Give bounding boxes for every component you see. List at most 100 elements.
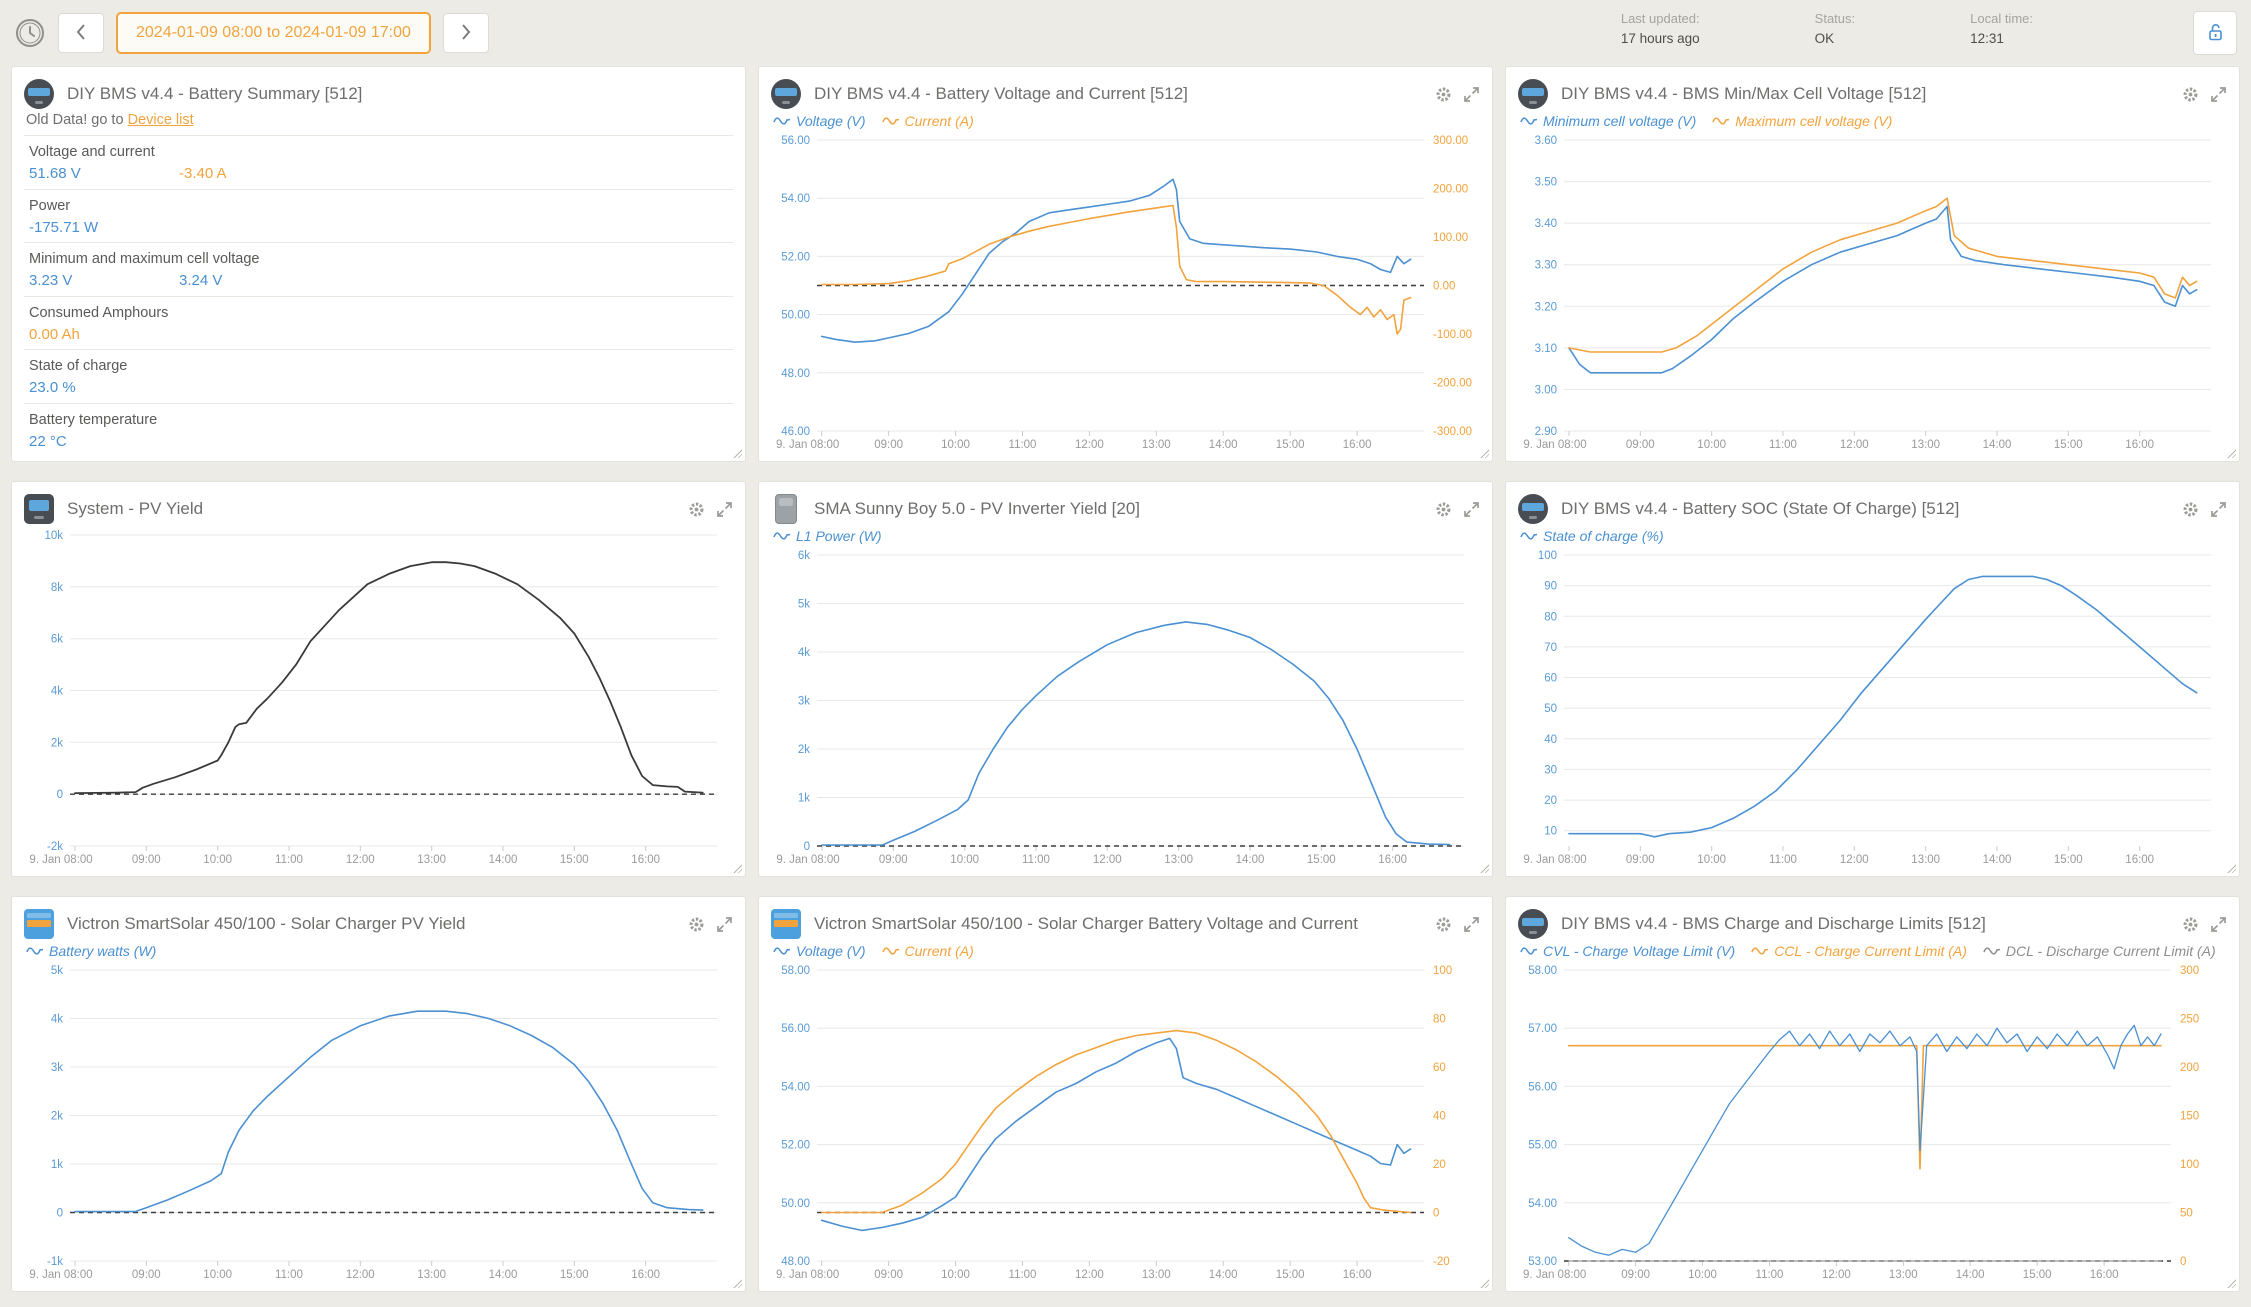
- legend-current[interactable]: Current (A): [881, 113, 974, 129]
- svg-text:20: 20: [1433, 1159, 1446, 1171]
- dashboard-grid: DIY BMS v4.4 - Battery Summary [512] Old…: [0, 56, 2251, 1302]
- svg-text:46.00: 46.00: [781, 426, 810, 438]
- svg-text:13:00: 13:00: [417, 854, 446, 866]
- expand-arrows-icon[interactable]: [1463, 501, 1480, 518]
- panel-title: SMA Sunny Boy 5.0 - PV Inverter Yield [2…: [814, 499, 1141, 518]
- svg-text:90: 90: [1544, 581, 1557, 593]
- device-list-link[interactable]: Device list: [127, 112, 194, 128]
- legend-current[interactable]: Current (A): [881, 943, 974, 959]
- resize-handle[interactable]: [732, 1278, 742, 1288]
- svg-text:1k: 1k: [51, 1159, 63, 1171]
- legend-cvl[interactable]: CVL - Charge Voltage Limit (V): [1520, 943, 1735, 959]
- resize-handle[interactable]: [1479, 863, 1489, 873]
- chart-bms-limits[interactable]: 58.00 57.00 56.00 55.00 54.00 53.00 300 250 200 1…: [1518, 962, 2227, 1286]
- gear-icon[interactable]: [1435, 501, 1452, 518]
- svg-text:3.40: 3.40: [1535, 218, 1557, 230]
- svg-text:60: 60: [1433, 1062, 1446, 1074]
- svg-text:300.00: 300.00: [1433, 135, 1468, 147]
- svg-text:16:00: 16:00: [1343, 439, 1372, 451]
- chart-battery-voltage-current[interactable]: 56.00 54.00 52.00 50.00 48.00 46.00 300.00 200.…: [771, 132, 1480, 456]
- legend-l1-power[interactable]: L1 Power (W): [773, 528, 882, 544]
- resize-handle[interactable]: [2226, 1278, 2236, 1288]
- svg-text:200.00: 200.00: [1433, 184, 1468, 196]
- resize-handle[interactable]: [732, 448, 742, 458]
- chart-smartsolar-pv-yield[interactable]: 5k 4k 3k 2k 1k 0 -1k 9. Jan 08:00 09:00 10:00 11:0…: [24, 962, 733, 1286]
- chevron-right-icon: [459, 23, 473, 44]
- next-period-button[interactable]: [442, 13, 489, 53]
- resize-handle[interactable]: [1479, 1278, 1489, 1288]
- battery-current-value: -3.40 A: [179, 165, 227, 183]
- old-data-alert: Old Data! go to Device list: [26, 112, 194, 128]
- expand-arrows-icon[interactable]: [1463, 916, 1480, 933]
- expand-arrows-icon[interactable]: [2210, 916, 2227, 933]
- svg-text:12:00: 12:00: [1075, 439, 1104, 451]
- bms-device-icon: [1518, 909, 1548, 939]
- panel-title: DIY BMS v4.4 - Battery Voltage and Curre…: [814, 84, 1188, 103]
- svg-text:9. Jan 08:00: 9. Jan 08:00: [776, 439, 839, 451]
- svg-text:15:00: 15:00: [560, 1269, 589, 1281]
- svg-text:-2k: -2k: [47, 841, 63, 853]
- chart-sma-pv-inverter-yield[interactable]: 6k 5k 4k 3k 2k 1k 0 9. Jan 08:00 09:00 10:00 11:00…: [771, 547, 1480, 871]
- svg-text:60: 60: [1544, 673, 1557, 685]
- svg-text:53.00: 53.00: [1528, 1256, 1557, 1268]
- lock-dashboard-button[interactable]: [2193, 11, 2237, 55]
- max-cell-voltage-value: 3.24 V: [179, 272, 223, 290]
- expand-arrows-icon[interactable]: [2210, 501, 2227, 518]
- resize-handle[interactable]: [1479, 448, 1489, 458]
- sparkline-wave-icon: [26, 947, 44, 955]
- svg-text:54.00: 54.00: [1528, 1198, 1557, 1210]
- svg-text:4k: 4k: [51, 686, 63, 698]
- date-range-picker[interactable]: 2024-01-09 08:00 to 2024-01-09 17:00: [116, 12, 431, 54]
- gear-icon[interactable]: [688, 501, 705, 518]
- last-updated: Last updated: 17 hours ago: [1621, 11, 1700, 46]
- expand-arrows-icon[interactable]: [716, 916, 733, 933]
- svg-text:09:00: 09:00: [1621, 1269, 1650, 1281]
- svg-text:15:00: 15:00: [2023, 1269, 2052, 1281]
- svg-text:100: 100: [2180, 1159, 2199, 1171]
- svg-text:9. Jan 08:00: 9. Jan 08:00: [776, 854, 839, 866]
- sparkline-wave-icon: [1983, 947, 2001, 955]
- legend-ccl[interactable]: CCL - Charge Current Limit (A): [1751, 943, 1967, 959]
- chart-system-pv-yield[interactable]: 10k 8k 6k 4k 2k 0 -2k 9. Jan 08:00 09:00 10:00 11:…: [24, 527, 733, 871]
- svg-text:0: 0: [57, 789, 63, 801]
- resize-handle[interactable]: [2226, 863, 2236, 873]
- svg-text:13:00: 13:00: [1164, 854, 1193, 866]
- gear-icon[interactable]: [688, 916, 705, 933]
- gear-icon[interactable]: [2182, 501, 2199, 518]
- chart-minmax-cell-voltage[interactable]: 3.60 3.50 3.40 3.30 3.20 3.10 3.00 2.90 9. Jan 0…: [1518, 132, 2227, 456]
- legend-voltage[interactable]: Voltage (V): [773, 943, 866, 959]
- sparkline-wave-icon: [881, 947, 899, 955]
- sparkline-wave-icon: [1520, 947, 1538, 955]
- resize-handle[interactable]: [2226, 448, 2236, 458]
- chart-battery-soc[interactable]: 100 90 80 70 60 50 40 30 20 10 9. Jan 08:00 09:00 10…: [1518, 547, 2227, 871]
- svg-text:6k: 6k: [51, 634, 63, 646]
- legend-dcl[interactable]: DCL - Discharge Current Limit (A): [1983, 943, 2216, 959]
- clock-icon[interactable]: [14, 17, 46, 49]
- svg-text:09:00: 09:00: [132, 854, 161, 866]
- legend-state-of-charge[interactable]: State of charge (%): [1520, 528, 1664, 544]
- gear-icon[interactable]: [2182, 916, 2199, 933]
- svg-text:9. Jan 08:00: 9. Jan 08:00: [1523, 1269, 1586, 1281]
- chart-smartsolar-voltage-current[interactable]: 58.00 56.00 54.00 52.00 50.00 48.00 100 80 60 40 2…: [771, 962, 1480, 1286]
- gear-icon[interactable]: [1435, 86, 1452, 103]
- resize-handle[interactable]: [732, 863, 742, 873]
- svg-text:09:00: 09:00: [879, 854, 908, 866]
- legend-battery-watts[interactable]: Battery watts (W): [26, 943, 156, 959]
- svg-text:09:00: 09:00: [874, 1269, 903, 1281]
- expand-arrows-icon[interactable]: [716, 501, 733, 518]
- expand-arrows-icon[interactable]: [1463, 86, 1480, 103]
- prev-period-button[interactable]: [58, 13, 104, 53]
- svg-text:10:00: 10:00: [1697, 854, 1726, 866]
- legend-max-cell-voltage[interactable]: Maximum cell voltage (V): [1712, 113, 1892, 129]
- svg-text:10:00: 10:00: [1688, 1269, 1717, 1281]
- legend-voltage[interactable]: Voltage (V): [773, 113, 866, 129]
- svg-text:50: 50: [2180, 1208, 2193, 1220]
- gear-icon[interactable]: [1435, 916, 1452, 933]
- legend-min-cell-voltage[interactable]: Minimum cell voltage (V): [1520, 113, 1696, 129]
- expand-arrows-icon[interactable]: [2210, 86, 2227, 103]
- svg-text:12:00: 12:00: [1840, 854, 1869, 866]
- svg-text:15:00: 15:00: [560, 854, 589, 866]
- gear-icon[interactable]: [2182, 86, 2199, 103]
- svg-text:-20: -20: [1433, 1256, 1450, 1268]
- svg-text:16:00: 16:00: [2125, 854, 2154, 866]
